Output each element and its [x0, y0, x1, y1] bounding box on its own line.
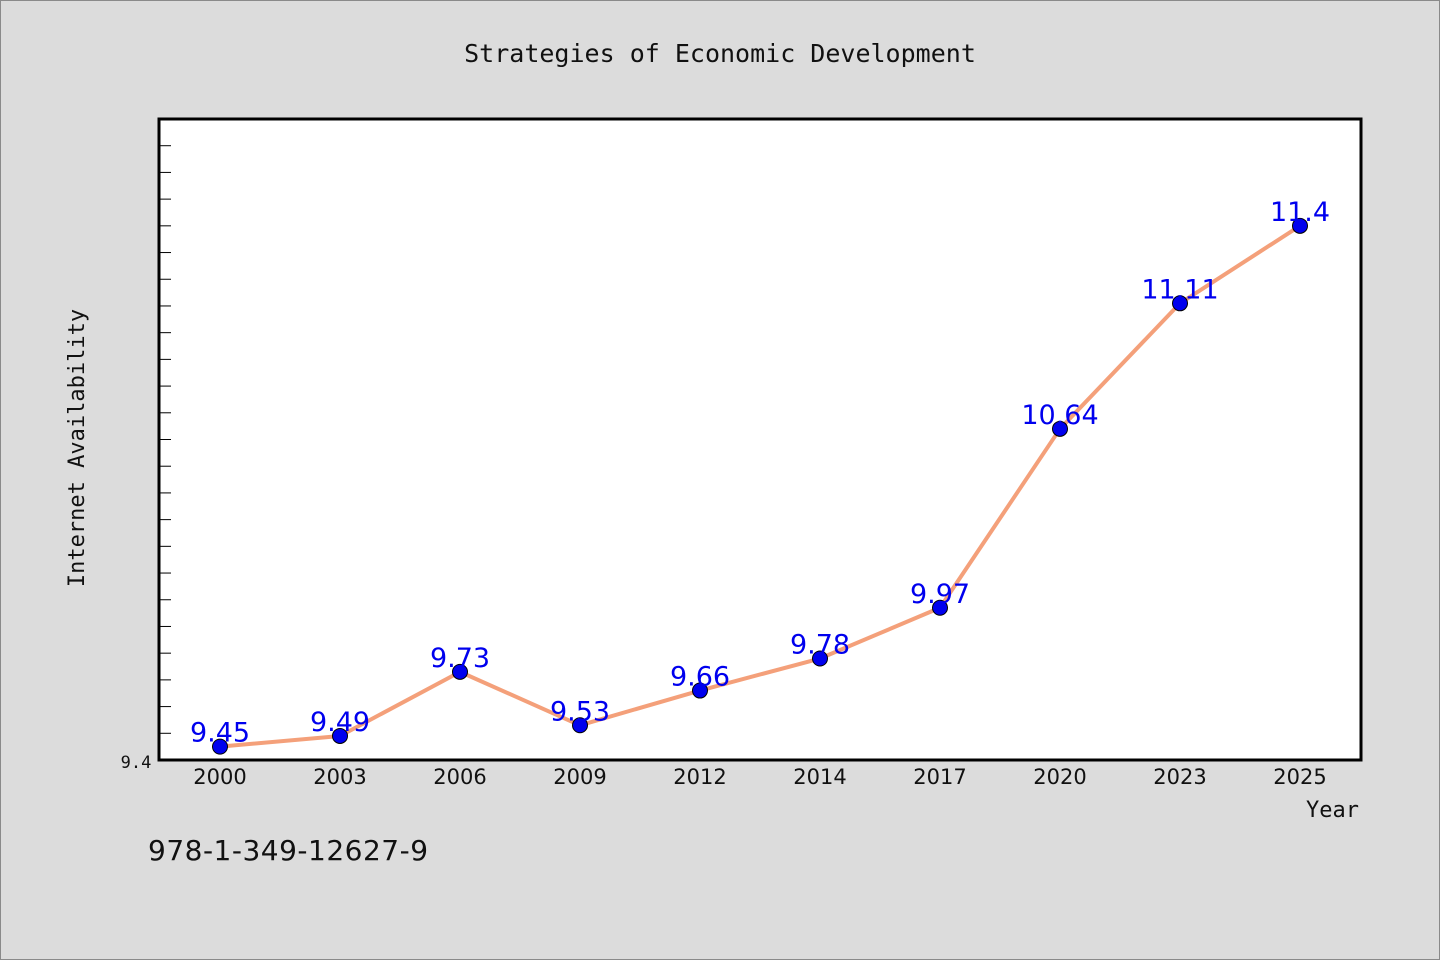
data-label: 9.53 — [550, 696, 610, 727]
x-tick-label: 2000 — [193, 765, 246, 789]
data-label: 9.97 — [910, 579, 970, 610]
x-tick-label: 2023 — [1153, 765, 1206, 789]
x-tick-label: 2006 — [433, 765, 486, 789]
data-point — [812, 650, 828, 667]
data-point — [1292, 217, 1308, 234]
x-tick-label: 2003 — [313, 765, 366, 789]
x-axis-ticks: 2000 2003 2006 2009 2012 2014 2017 2020 2023 2025 — [193, 765, 1326, 789]
isbn-text: 978-1-349-12627-9 — [148, 834, 429, 867]
data-label: 9.78 — [790, 630, 850, 661]
data-label: 11.4 — [1270, 197, 1330, 228]
x-axis-label: Year — [1306, 798, 1359, 823]
plot-area — [157, 117, 1363, 762]
y-axis-label: Internet Availability — [65, 309, 90, 587]
data-point — [212, 738, 228, 755]
data-point — [572, 717, 588, 734]
data-point — [332, 727, 348, 744]
data-label: 10.64 — [1021, 400, 1098, 431]
data-label: 9.49 — [310, 707, 370, 738]
data-point — [692, 682, 708, 699]
data-point — [1052, 420, 1068, 437]
x-tick-label: 2020 — [1033, 765, 1086, 789]
x-tick-label: 2012 — [673, 765, 726, 789]
series-line — [218, 223, 1302, 749]
data-label: 9.73 — [430, 643, 490, 674]
chart-title: Strategies of Economic Development — [464, 39, 976, 68]
x-tick-label: 2025 — [1273, 765, 1326, 789]
data-label: 9.66 — [670, 662, 730, 693]
data-label: 11.11 — [1141, 274, 1218, 305]
data-labels: 9.45 9.49 9.73 9.53 9.66 9.78 9.97 10.64 11.11 11… — [190, 197, 1330, 749]
x-tick-label: 2009 — [553, 765, 606, 789]
y-tick-label: 9.4 — [121, 753, 152, 773]
data-point — [452, 663, 468, 680]
x-tick-label: 2014 — [793, 765, 846, 789]
data-label: 9.45 — [190, 718, 250, 749]
x-tick-label: 2017 — [913, 765, 966, 789]
series-layer — [212, 217, 1308, 755]
data-point — [932, 599, 948, 616]
data-point — [1172, 295, 1188, 312]
y-axis-ticks — [159, 145, 171, 734]
